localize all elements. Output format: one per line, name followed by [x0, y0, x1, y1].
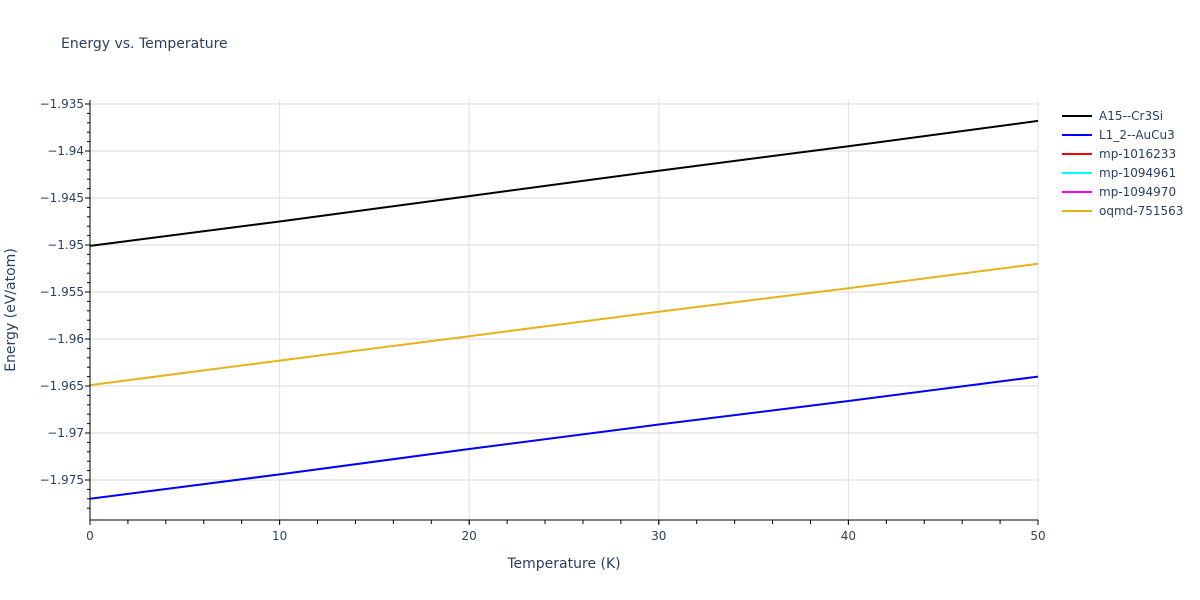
y-tick-label: −1.97 [47, 426, 84, 440]
chart-title: Energy vs. Temperature [61, 36, 228, 52]
x-tick-label: 20 [462, 529, 477, 543]
legend-label: mp-1016233 [1099, 146, 1177, 161]
x-tick-label: 30 [651, 529, 666, 543]
legend-swatch-icon [1062, 114, 1092, 117]
legend-item-L1_2--AuCu3[interactable]: L1_2--AuCu3 [1062, 125, 1183, 144]
legend-item-mp-1094970[interactable]: mp-1094970 [1062, 182, 1183, 201]
legend-swatch-icon [1062, 209, 1092, 212]
legend-label: mp-1094961 [1099, 165, 1177, 180]
y-axis-title: Energy (eV/atom) [3, 248, 19, 372]
x-tick-label: 50 [1030, 529, 1045, 543]
legend-item-oqmd-751563[interactable]: oqmd-751563 [1062, 201, 1183, 220]
series-line-A15--Cr3Si[interactable] [89, 119, 1039, 247]
y-tick-label: −1.95 [47, 238, 84, 252]
series-line-oqmd-751563[interactable] [89, 262, 1039, 387]
legend-label: mp-1094970 [1099, 184, 1177, 199]
legend-label: oqmd-751563 [1099, 203, 1184, 218]
y-tick-label: −1.975 [40, 473, 84, 487]
y-tick-label: −1.965 [40, 379, 84, 393]
legend-item-A15--Cr3Si[interactable]: A15--Cr3Si [1062, 106, 1183, 125]
series-line-L1_2--AuCu3[interactable] [89, 375, 1039, 500]
y-tick-label: −1.94 [47, 144, 84, 158]
y-tick-label: −1.955 [40, 285, 84, 299]
x-axis-title: Temperature (K) [506, 556, 620, 572]
y-tick-label: −1.945 [40, 191, 84, 205]
y-tick-label: −1.96 [47, 332, 84, 346]
x-tick-label: 0 [86, 529, 94, 543]
legend-item-mp-1094961[interactable]: mp-1094961 [1062, 163, 1183, 182]
legend-swatch-icon [1062, 133, 1092, 136]
legend-label: A15--Cr3Si [1099, 108, 1164, 123]
legend: A15--Cr3Si L1_2--AuCu3 mp-1016233 mp-109496… [1062, 106, 1183, 220]
x-tick-label: 40 [841, 529, 856, 543]
legend-swatch-icon [1062, 190, 1092, 193]
legend-swatch-icon [1062, 171, 1092, 174]
x-tick-label: 10 [272, 529, 287, 543]
legend-label: L1_2--AuCu3 [1099, 127, 1175, 142]
legend-swatch-icon [1062, 152, 1092, 155]
legend-item-mp-1016233[interactable]: mp-1016233 [1062, 144, 1183, 163]
y-tick-label: −1.935 [40, 97, 84, 111]
